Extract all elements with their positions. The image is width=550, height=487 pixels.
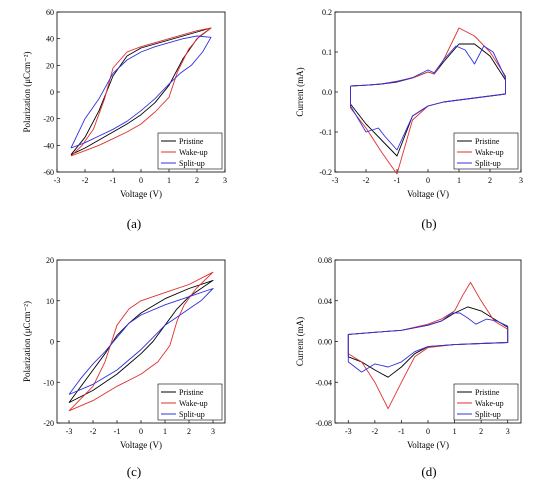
y-tick-label: 40 xyxy=(46,35,54,44)
x-tick-label: -2 xyxy=(363,176,370,185)
x-tick-label: -3 xyxy=(332,176,339,185)
legend-label: Wake-up xyxy=(475,399,504,408)
x-axis-label: Voltage (V) xyxy=(407,440,449,450)
x-tick-label: 1 xyxy=(457,176,461,185)
y-tick-label: -0.04 xyxy=(315,378,332,387)
x-tick-label: 1 xyxy=(163,427,167,436)
legend-label: Split-up xyxy=(475,410,501,419)
legend-label: Wake-up xyxy=(475,148,504,157)
y-tick-label: -20 xyxy=(43,115,54,124)
legend: Pristine Wake-up Split-up xyxy=(453,132,519,170)
x-tick-label: 0 xyxy=(426,427,430,436)
x-axis-label: Voltage (V) xyxy=(120,189,162,199)
y-axis-label: Current (mA) xyxy=(295,67,305,116)
y-tick-label: 20 xyxy=(46,256,54,265)
x-axis-label: Voltage (V) xyxy=(120,440,162,450)
panel-b: -3 -2 -1 0 1 2 3 -0.2 -0.1 0.0 0.1 0.2 Voltage (V) Cu… xyxy=(295,8,523,231)
x-tick-label: -1 xyxy=(114,427,121,436)
y-axis-label: Current (mA) xyxy=(295,317,305,366)
y-tick-label: 0 xyxy=(50,88,54,97)
x-tick-label: 3 xyxy=(223,176,227,185)
x-axis-label: Voltage (V) xyxy=(407,189,449,199)
x-tick-label: 3 xyxy=(506,427,510,436)
x-tick-label: 2 xyxy=(479,427,483,436)
series-line-split-up xyxy=(70,35,212,149)
y-tick-label: -40 xyxy=(43,141,54,150)
y-axis-label: Polarization (μCcm⁻²) xyxy=(22,51,32,132)
x-tick-label: 3 xyxy=(519,176,523,185)
series-line-split-up xyxy=(68,288,214,395)
y-tick-label: 0.1 xyxy=(322,48,332,57)
x-tick-label: 2 xyxy=(488,176,492,185)
x-tick-label: -3 xyxy=(345,427,352,436)
x-tick-label: 0 xyxy=(426,176,430,185)
legend: Pristine Wake-up Split-up xyxy=(157,132,223,170)
x-tick-label: 3 xyxy=(211,427,215,436)
legend-label: Wake-up xyxy=(179,148,208,157)
x-tick-label: 0 xyxy=(139,427,143,436)
legend: Pristine Wake-up Split-up xyxy=(157,383,223,421)
x-tick-label: -3 xyxy=(66,427,73,436)
y-tick-label: 0.2 xyxy=(322,8,332,17)
legend: Pristine Wake-up Split-up xyxy=(453,383,519,421)
y-tick-label: -0.1 xyxy=(319,128,332,137)
y-tick-label: 0.08 xyxy=(318,256,332,265)
y-tick-label: 0.0 xyxy=(322,88,332,97)
panel-a: -3 -2 -1 0 1 2 3 -60 -40 -20 0 20 40 60 Voltage (V) Pol… xyxy=(22,8,227,231)
series-line-split-up xyxy=(350,45,506,151)
y-tick-label: 0.04 xyxy=(318,297,332,306)
y-tick-label: -20 xyxy=(43,419,54,428)
legend-label: Pristine xyxy=(179,137,204,146)
legend-label: Wake-up xyxy=(179,399,208,408)
y-tick-label: -0.2 xyxy=(319,168,332,177)
y-tick-label: 0 xyxy=(50,338,54,347)
x-tick-label: -1 xyxy=(394,176,401,185)
x-tick-label: -1 xyxy=(110,176,117,185)
x-tick-label: -2 xyxy=(90,427,97,436)
series-line-pristine xyxy=(347,306,509,378)
y-tick-label: -0.08 xyxy=(315,419,332,428)
y-axis-label: Polarization (μCcm⁻²) xyxy=(22,301,32,382)
y-tick-label: 10 xyxy=(46,297,54,306)
y-tick-label: 0.00 xyxy=(318,338,332,347)
panel-label: (d) xyxy=(421,464,436,479)
legend-label: Pristine xyxy=(475,388,500,397)
legend-label: Split-up xyxy=(475,159,501,168)
y-tick-label: -60 xyxy=(43,168,54,177)
x-tick-label: 0 xyxy=(139,176,143,185)
x-tick-label: -3 xyxy=(54,176,61,185)
legend-label: Split-up xyxy=(179,159,205,168)
y-tick-label: -10 xyxy=(43,378,54,387)
y-tick-label: 60 xyxy=(46,8,54,17)
x-tick-label: 1 xyxy=(453,427,457,436)
panel-label: (b) xyxy=(421,216,436,231)
legend-label: Pristine xyxy=(179,388,204,397)
x-tick-label: -1 xyxy=(398,427,405,436)
series-line-wake-up xyxy=(68,271,214,412)
panel-d: -3 -2 -1 0 1 2 3 -0.08 -0.04 0.00 0.04 0.08 Voltage … xyxy=(295,256,522,479)
series-line-split-up xyxy=(347,312,509,373)
panel-label: (c) xyxy=(127,464,141,479)
legend-label: Split-up xyxy=(179,410,205,419)
panel-label: (a) xyxy=(127,216,141,231)
x-tick-label: 1 xyxy=(167,176,171,185)
x-tick-label: 2 xyxy=(195,176,199,185)
x-tick-label: 2 xyxy=(187,427,191,436)
legend-label: Pristine xyxy=(475,137,500,146)
y-tick-label: 20 xyxy=(46,61,54,70)
x-tick-label: -2 xyxy=(82,176,89,185)
x-tick-label: -2 xyxy=(372,427,379,436)
